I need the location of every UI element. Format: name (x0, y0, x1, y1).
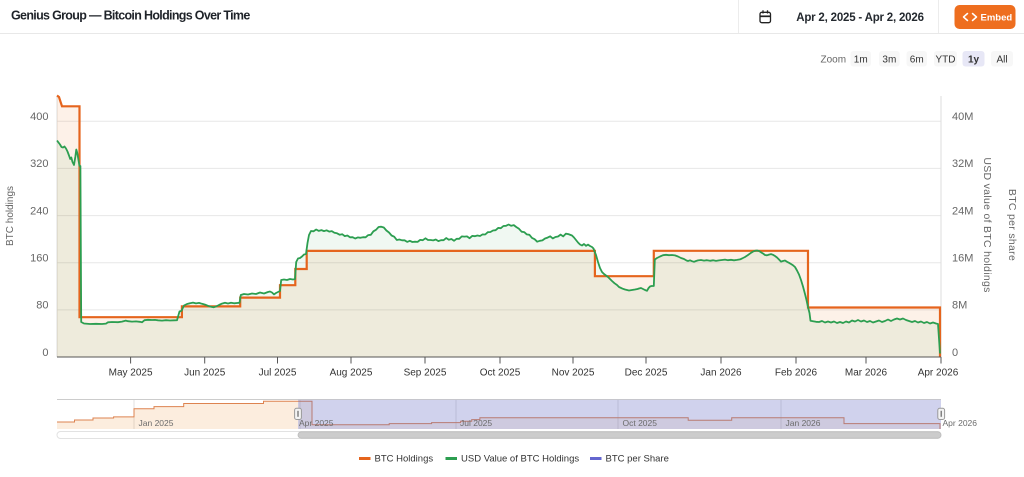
svg-text:160: 160 (30, 253, 48, 265)
svg-text:Oct 2025: Oct 2025 (623, 418, 658, 428)
svg-text:0: 0 (952, 347, 958, 359)
svg-text:BTC per Share: BTC per Share (606, 454, 669, 465)
svg-text:Oct 2025: Oct 2025 (480, 368, 521, 379)
svg-text:Jan 2025: Jan 2025 (139, 418, 174, 428)
svg-text:80: 80 (36, 300, 48, 312)
svg-text:Sep 2025: Sep 2025 (404, 368, 447, 379)
svg-text:3m: 3m (882, 55, 896, 66)
svg-text:6m: 6m (910, 55, 924, 66)
svg-text:Apr 2025: Apr 2025 (299, 418, 334, 428)
svg-text:Feb 2026: Feb 2026 (775, 368, 818, 379)
svg-text:Nov 2025: Nov 2025 (552, 368, 595, 379)
svg-text:1m: 1m (854, 55, 868, 66)
svg-text:1y: 1y (968, 55, 980, 66)
svg-text:Jul 2025: Jul 2025 (460, 418, 492, 428)
svg-text:Aug 2025: Aug 2025 (330, 368, 373, 379)
svg-text:16M: 16M (952, 253, 973, 265)
svg-text:320: 320 (30, 158, 48, 170)
svg-text:Dec 2025: Dec 2025 (625, 368, 668, 379)
svg-text:Genius Group — Bitcoin Holding: Genius Group — Bitcoin Holdings Over Tim… (11, 9, 250, 23)
svg-text:24M: 24M (952, 205, 973, 217)
svg-text:400: 400 (30, 111, 48, 123)
svg-text:BTC Holdings: BTC Holdings (375, 454, 434, 465)
svg-text:40M: 40M (952, 111, 973, 123)
svg-text:Apr 2026: Apr 2026 (943, 418, 978, 428)
svg-text:BTC holdings: BTC holdings (5, 186, 16, 246)
svg-text:Mar 2026: Mar 2026 (845, 368, 888, 379)
svg-text:May 2025: May 2025 (109, 368, 153, 379)
svg-text:Jan 2026: Jan 2026 (700, 368, 742, 379)
svg-text:Jul 2025: Jul 2025 (259, 368, 297, 379)
svg-text:240: 240 (30, 205, 48, 217)
svg-text:Embed: Embed (981, 13, 1013, 24)
svg-text:BTC per share: BTC per share (1006, 189, 1018, 261)
svg-text:0: 0 (42, 347, 48, 359)
svg-text:Zoom: Zoom (821, 55, 847, 66)
svg-text:USD Value of BTC Holdings: USD Value of BTC Holdings (461, 454, 579, 465)
svg-text:Jun 2025: Jun 2025 (184, 368, 226, 379)
svg-text:All: All (996, 55, 1007, 66)
svg-text:Apr 2026: Apr 2026 (918, 368, 959, 379)
svg-text:USD value of BTC holdings: USD value of BTC holdings (981, 157, 993, 292)
svg-text:8M: 8M (952, 300, 967, 312)
svg-text:Apr 2, 2025 - Apr 2, 2026: Apr 2, 2025 - Apr 2, 2026 (796, 12, 924, 24)
svg-text:YTD: YTD (936, 55, 956, 66)
svg-text:Jan 2026: Jan 2026 (786, 418, 821, 428)
svg-text:32M: 32M (952, 158, 973, 170)
